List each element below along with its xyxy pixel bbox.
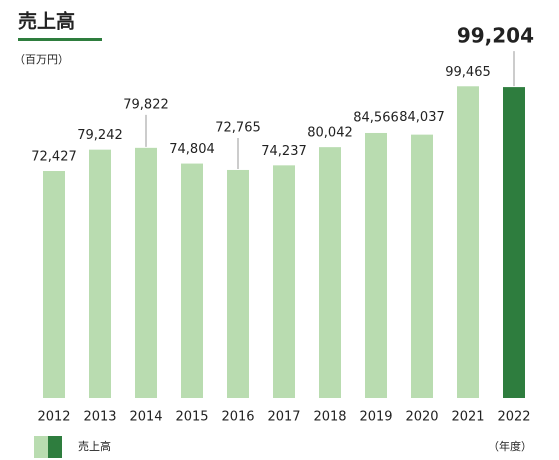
value-label: 72,765 [215, 120, 261, 135]
bar [319, 147, 341, 398]
value-label: 74,804 [169, 142, 215, 157]
bar [411, 134, 433, 398]
x-tick-label: 2019 [359, 410, 392, 425]
value-label: 79,242 [77, 128, 123, 143]
x-tick-label: 2012 [37, 410, 70, 425]
x-tick-label: 2015 [175, 410, 208, 425]
legend-swatch [34, 436, 48, 458]
x-tick-label: 2017 [267, 410, 300, 425]
bar [89, 149, 111, 398]
bar [273, 165, 295, 398]
legend-swatch [48, 436, 62, 458]
bar [457, 86, 479, 399]
bar [43, 171, 65, 398]
value-label: 99,465 [445, 65, 491, 80]
value-label: 99,204 [457, 24, 534, 48]
bar [227, 169, 249, 398]
y-unit: （百万円） [14, 53, 69, 66]
value-label: 74,237 [261, 144, 307, 159]
legend-label: 売上高 [78, 439, 111, 453]
x-unit: （年度） [488, 439, 532, 453]
x-tick-label: 2018 [313, 410, 346, 425]
value-label: 84,037 [399, 110, 445, 125]
bar [135, 147, 157, 398]
x-tick-label: 2016 [221, 410, 254, 425]
bar [365, 132, 387, 398]
bar [503, 87, 525, 398]
x-tick-label: 2022 [497, 410, 530, 425]
value-label: 84,566 [353, 110, 399, 125]
chart-title: 売上高 [18, 10, 75, 33]
value-label: 72,427 [31, 150, 77, 165]
x-tick-label: 2014 [129, 410, 162, 425]
value-label: 80,042 [307, 126, 353, 141]
title-underline [18, 38, 102, 41]
bar [181, 163, 203, 398]
x-tick-label: 2021 [451, 410, 484, 425]
x-tick-label: 2020 [405, 410, 438, 425]
value-label: 79,822 [123, 97, 169, 112]
x-tick-label: 2013 [83, 410, 116, 425]
